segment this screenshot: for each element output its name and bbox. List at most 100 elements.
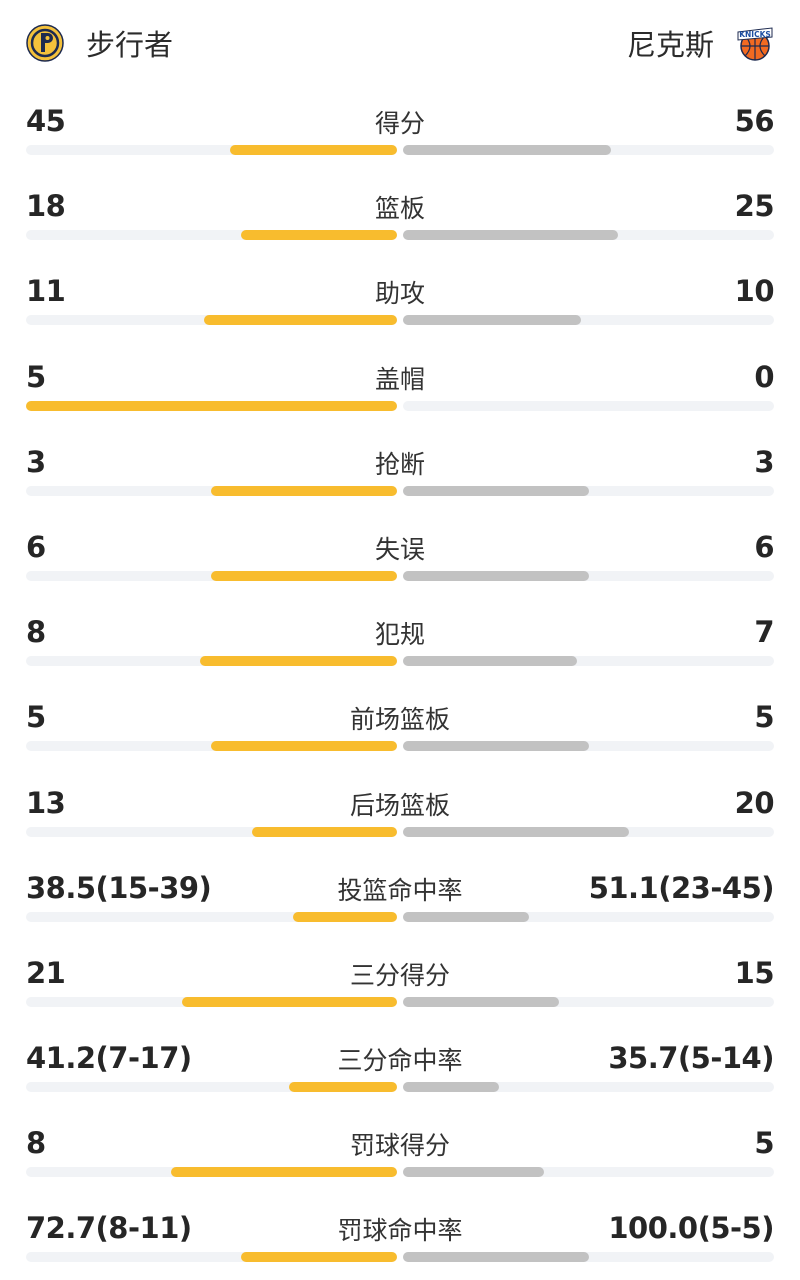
stat-row: 11 助攻 10 <box>0 262 800 347</box>
home-stat-bar <box>289 1082 397 1093</box>
stat-row: 8 罚球得分 5 <box>0 1114 800 1199</box>
home-stat-bar <box>252 826 397 837</box>
home-stat-bar <box>211 741 397 752</box>
stat-row: 41.2(7-17) 三分命中率 35.7(5-14) <box>0 1029 800 1114</box>
home-team-name: 步行者 <box>86 28 174 62</box>
home-stat-bar <box>26 400 397 411</box>
home-stat-value: 45 <box>26 104 66 138</box>
away-stat-value: 20 <box>734 785 775 820</box>
away-stat-track <box>403 826 774 837</box>
away-stat-track <box>403 230 774 241</box>
away-stat-value: 15 <box>734 955 775 990</box>
knicks-logo-text: KNICKS <box>739 30 771 39</box>
away-stat-bar <box>403 1082 499 1093</box>
knicks-logo-icon: KNICKS <box>737 27 773 61</box>
home-stat-bar <box>204 315 397 326</box>
stats-list: 45 得分 56 18 篮板 25 11 助攻 10 5 盖帽 0 3 抢断 3 6 失误 6 8 犯规 7 5 前场篮板 5… <box>0 92 800 1280</box>
stat-row: 8 犯规 7 <box>0 603 800 688</box>
home-stat-bar <box>230 145 397 155</box>
stat-row: 13 后场篮板 20 <box>0 774 800 859</box>
home-stat-track <box>26 741 397 752</box>
away-stat-bar <box>403 1252 589 1263</box>
home-stat-value: 21 <box>26 955 66 990</box>
stat-row: 45 得分 56 <box>0 92 800 177</box>
home-stat-track <box>26 996 397 1007</box>
home-stat-bar <box>241 230 397 241</box>
stat-label: 得分 <box>374 109 425 138</box>
away-stat-value: 3 <box>754 444 774 479</box>
stat-row: 72.7(8-11) 罚球命中率 100.0(5-5) <box>0 1199 800 1280</box>
away-stat-value: 10 <box>734 274 775 309</box>
home-team[interactable]: 步行者 <box>26 22 173 64</box>
away-stat-value: 7 <box>754 615 774 650</box>
away-stat-track <box>403 911 774 922</box>
away-stat-track <box>403 656 774 667</box>
away-stat-bar <box>403 570 589 581</box>
home-stat-value: 38.5(15-39) <box>26 870 212 905</box>
home-stat-value: 11 <box>26 274 66 309</box>
away-stat-bar <box>403 485 589 496</box>
home-stat-bar <box>293 911 397 922</box>
away-team[interactable]: 尼克斯 KNICKS <box>627 22 774 64</box>
away-stat-bar <box>403 741 589 752</box>
home-stat-value: 5 <box>26 700 46 735</box>
stat-label: 罚球得分 <box>349 1131 450 1161</box>
stat-row: 5 前场篮板 5 <box>0 688 800 773</box>
home-stat-track <box>26 145 397 155</box>
away-stat-track <box>403 145 774 155</box>
home-stat-value: 6 <box>26 529 46 564</box>
stat-label: 失误 <box>374 534 425 564</box>
home-stat-track <box>26 1082 397 1093</box>
stat-label: 犯规 <box>374 620 425 650</box>
stat-row: 38.5(15-39) 投篮命中率 51.1(23-45) <box>0 859 800 944</box>
home-stat-track <box>26 656 397 667</box>
stat-label: 三分得分 <box>349 960 450 990</box>
home-stat-track <box>26 315 397 326</box>
away-stat-bar <box>403 996 559 1007</box>
home-stat-bar <box>241 1252 397 1263</box>
pacers-logo-icon <box>26 24 64 62</box>
home-stat-value: 41.2(7-17) <box>26 1041 192 1076</box>
away-stat-bar <box>403 826 629 837</box>
team-header: 步行者 尼克斯 KNICKS <box>0 0 800 90</box>
stat-row: 21 三分得分 15 <box>0 944 800 1029</box>
away-stat-track <box>403 1167 774 1178</box>
home-stat-value: 8 <box>26 1126 46 1161</box>
stat-label: 抢断 <box>374 449 425 479</box>
away-stat-value: 25 <box>734 189 775 224</box>
home-stat-track <box>26 911 397 922</box>
stat-label: 盖帽 <box>374 364 425 394</box>
away-stat-value: 51.1(23-45) <box>588 870 775 905</box>
stat-label: 罚球命中率 <box>337 1216 463 1246</box>
stat-label: 前场篮板 <box>349 705 450 735</box>
away-stat-value: 100.0(5-5) <box>608 1211 774 1246</box>
stat-row: 6 失误 6 <box>0 518 800 603</box>
away-stat-value: 5 <box>754 1126 774 1161</box>
home-stat-track <box>26 826 397 837</box>
home-stat-bar <box>211 485 397 496</box>
stat-row: 3 抢断 3 <box>0 433 800 518</box>
stat-label: 后场篮板 <box>349 790 450 820</box>
away-stat-track <box>403 1082 774 1093</box>
away-stat-bar <box>403 145 611 155</box>
away-stat-track <box>403 485 774 496</box>
home-stat-value: 18 <box>26 189 66 224</box>
home-stat-track <box>26 400 397 411</box>
home-stat-value: 72.7(8-11) <box>26 1211 192 1246</box>
stat-label: 篮板 <box>374 194 425 224</box>
stat-label: 投篮命中率 <box>337 875 463 905</box>
away-stat-value: 35.7(5-14) <box>608 1041 774 1076</box>
home-stat-bar <box>182 996 397 1007</box>
away-stat-value: 5 <box>754 700 774 735</box>
stat-row: 18 篮板 25 <box>0 177 800 262</box>
away-stat-track <box>403 400 774 411</box>
away-stat-track <box>403 315 774 326</box>
home-stat-value: 5 <box>26 359 46 394</box>
away-stat-track <box>403 1252 774 1263</box>
home-stat-track <box>26 570 397 581</box>
away-stat-bar <box>403 656 577 667</box>
away-stat-track <box>403 741 774 752</box>
away-stat-bar <box>403 230 618 241</box>
away-stat-value: 0 <box>754 359 774 394</box>
home-stat-track <box>26 1252 397 1263</box>
